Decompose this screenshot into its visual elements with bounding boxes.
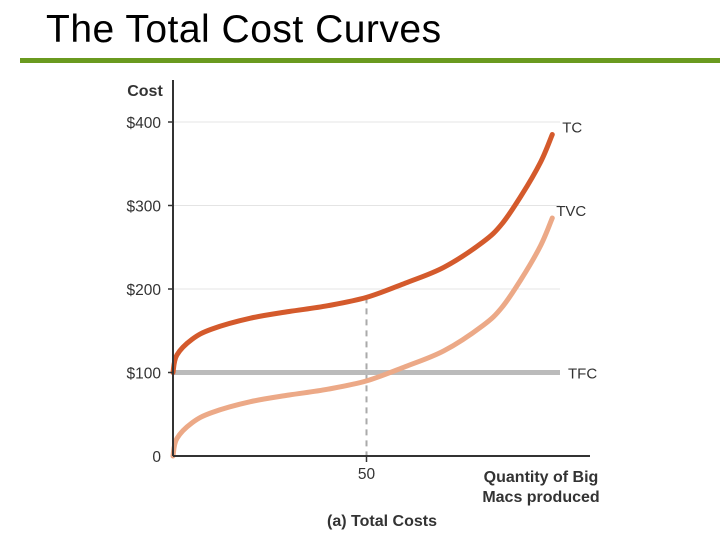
title-underline [20,58,720,63]
label-layer: 0 $100 $200 $300 $400 TC TVC TFC 50 Cost Quantity … [127,83,600,530]
axes-layer [168,80,590,462]
ytick-label-400: $400 [127,115,162,132]
ytick-label-0: 0 [152,449,161,466]
x-axis-label-line-1: Quantity of Big [484,469,599,486]
y-axis-label: Cost [127,83,163,100]
series-line-tc [170,132,555,375]
x-axis-label-line-2: Macs produced [482,489,599,506]
series-label-tfc: TFC [568,366,597,383]
ytick-label-300: $300 [127,199,162,216]
series-line-tvc [170,215,555,459]
xtick-label-50: 50 [358,466,376,483]
series-label-tc: TC [562,120,582,137]
ytick-label-200: $200 [127,282,162,299]
slide-title: The Total Cost Curves [46,8,442,51]
series-label-tvc: TVC [556,203,586,220]
ytick-label-100: $100 [127,366,162,383]
series-layer [170,132,560,459]
chart-caption: (a) Total Costs [327,513,437,530]
